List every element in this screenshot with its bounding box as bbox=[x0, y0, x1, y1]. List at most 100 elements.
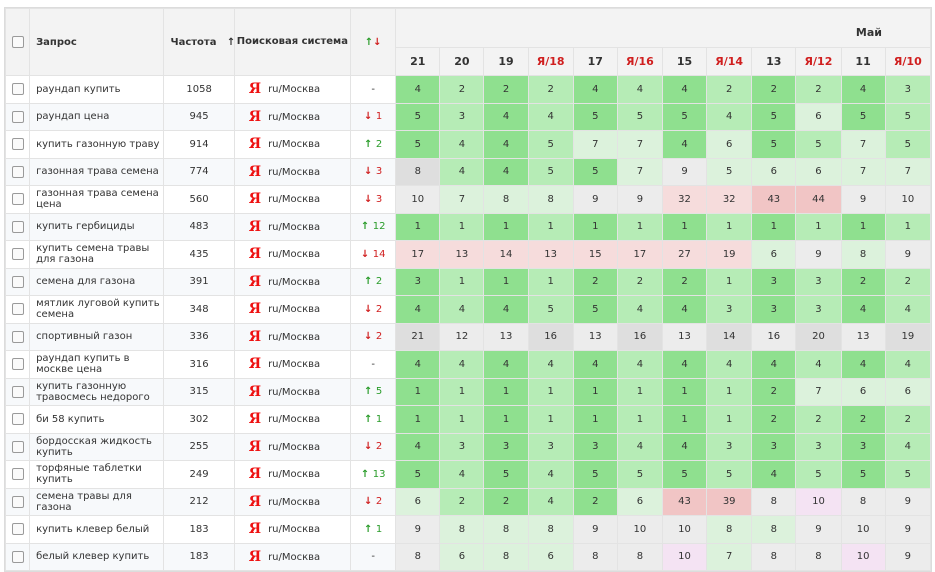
position-cell[interactable]: 7 bbox=[840, 130, 886, 159]
position-cell[interactable]: 2 bbox=[884, 267, 932, 296]
position-cell[interactable]: 1 bbox=[483, 377, 529, 406]
position-cell[interactable]: 7 bbox=[706, 542, 753, 571]
position-cell[interactable]: 9 bbox=[795, 240, 842, 269]
position-cell[interactable]: 5 bbox=[527, 295, 574, 324]
position-cell[interactable]: 1 bbox=[572, 377, 618, 406]
checkbox-icon[interactable] bbox=[11, 413, 24, 426]
position-cell[interactable]: 5 bbox=[527, 130, 574, 159]
checkbox-icon[interactable] bbox=[11, 468, 24, 481]
position-cell[interactable]: 8 bbox=[795, 542, 842, 571]
position-cell[interactable]: 10 bbox=[395, 185, 441, 214]
position-cell[interactable]: 4 bbox=[527, 102, 574, 131]
row-checkbox[interactable] bbox=[4, 75, 31, 104]
position-cell[interactable]: 21 bbox=[395, 322, 441, 351]
position-cell[interactable]: 5 bbox=[706, 460, 753, 489]
position-cell[interactable]: 6 bbox=[840, 377, 886, 406]
position-cell[interactable]: 9 bbox=[572, 515, 618, 544]
position-cell[interactable]: 4 bbox=[527, 350, 574, 379]
position-cell[interactable]: 4 bbox=[661, 350, 708, 379]
position-cell[interactable]: 1 bbox=[395, 405, 441, 434]
query-cell[interactable]: газонная трава семена цена bbox=[29, 185, 165, 214]
position-cell[interactable]: 8 bbox=[751, 515, 797, 544]
position-cell[interactable]: 4 bbox=[661, 75, 708, 104]
position-cell[interactable]: 4 bbox=[439, 157, 485, 186]
position-cell[interactable]: 19 bbox=[706, 240, 753, 269]
position-cell[interactable]: 2 bbox=[572, 487, 618, 516]
position-cell[interactable]: 1 bbox=[439, 405, 485, 434]
checkbox-icon[interactable] bbox=[11, 303, 24, 316]
query-cell[interactable]: газонная трава семена bbox=[29, 157, 165, 186]
position-cell[interactable]: 4 bbox=[706, 350, 753, 379]
position-cell[interactable]: 4 bbox=[395, 295, 441, 324]
position-cell[interactable]: 2 bbox=[751, 377, 797, 406]
position-cell[interactable]: 32 bbox=[661, 185, 708, 214]
checkbox-icon[interactable] bbox=[11, 495, 24, 508]
position-cell[interactable]: 1 bbox=[616, 377, 663, 406]
date-column-header[interactable]: 21 bbox=[395, 47, 441, 76]
position-cell[interactable]: 4 bbox=[483, 157, 529, 186]
position-cell[interactable]: 8 bbox=[616, 542, 663, 571]
position-cell[interactable]: 14 bbox=[483, 240, 529, 269]
date-column-header[interactable]: 20 bbox=[439, 47, 485, 76]
position-cell[interactable]: 5 bbox=[572, 102, 618, 131]
position-cell[interactable]: 10 bbox=[795, 487, 842, 516]
position-cell[interactable]: 9 bbox=[884, 240, 932, 269]
position-cell[interactable]: 7 bbox=[884, 157, 932, 186]
position-cell[interactable]: 5 bbox=[884, 130, 932, 159]
row-checkbox[interactable] bbox=[4, 102, 31, 131]
checkbox-icon[interactable] bbox=[11, 275, 24, 288]
position-cell[interactable]: 6 bbox=[527, 542, 574, 571]
row-checkbox[interactable] bbox=[4, 185, 31, 214]
position-cell[interactable]: 27 bbox=[661, 240, 708, 269]
position-cell[interactable]: 1 bbox=[527, 377, 574, 406]
position-cell[interactable]: 1 bbox=[616, 405, 663, 434]
position-cell[interactable]: 5 bbox=[572, 295, 618, 324]
position-cell[interactable]: 9 bbox=[795, 515, 842, 544]
position-cell[interactable]: 4 bbox=[483, 102, 529, 131]
position-cell[interactable]: 5 bbox=[706, 157, 753, 186]
position-cell[interactable]: 17 bbox=[395, 240, 441, 269]
position-cell[interactable]: 3 bbox=[706, 295, 753, 324]
position-cell[interactable]: 1 bbox=[795, 212, 842, 241]
position-cell[interactable]: 4 bbox=[706, 102, 753, 131]
position-cell[interactable]: 9 bbox=[840, 185, 886, 214]
position-cell[interactable]: 2 bbox=[616, 267, 663, 296]
position-cell[interactable]: 4 bbox=[884, 432, 932, 461]
position-cell[interactable]: 2 bbox=[751, 75, 797, 104]
position-cell[interactable]: 39 bbox=[706, 487, 753, 516]
position-cell[interactable]: 3 bbox=[795, 432, 842, 461]
query-cell[interactable]: семена травы для газона bbox=[29, 487, 165, 516]
position-cell[interactable]: 3 bbox=[751, 432, 797, 461]
query-cell[interactable]: семена для газона bbox=[29, 267, 165, 296]
position-cell[interactable]: 3 bbox=[706, 432, 753, 461]
row-checkbox[interactable] bbox=[4, 157, 31, 186]
position-cell[interactable]: 5 bbox=[395, 102, 441, 131]
position-cell[interactable]: 10 bbox=[661, 542, 708, 571]
position-cell[interactable]: 6 bbox=[795, 157, 842, 186]
position-cell[interactable]: 1 bbox=[706, 377, 753, 406]
position-cell[interactable]: 4 bbox=[395, 75, 441, 104]
query-cell[interactable]: спортивный газон bbox=[29, 322, 165, 351]
position-cell[interactable]: 9 bbox=[884, 487, 932, 516]
position-cell[interactable]: 1 bbox=[751, 212, 797, 241]
checkbox-icon[interactable] bbox=[11, 165, 24, 178]
checkbox-icon[interactable] bbox=[11, 550, 24, 563]
position-cell[interactable]: 5 bbox=[884, 460, 932, 489]
position-cell[interactable]: 7 bbox=[840, 157, 886, 186]
position-cell[interactable]: 4 bbox=[795, 350, 842, 379]
position-cell[interactable]: 14 bbox=[706, 322, 753, 351]
position-cell[interactable]: 8 bbox=[395, 157, 441, 186]
position-cell[interactable]: 1 bbox=[840, 212, 886, 241]
date-column-header[interactable]: 17 bbox=[572, 47, 618, 76]
position-cell[interactable]: 9 bbox=[616, 185, 663, 214]
position-cell[interactable]: 5 bbox=[395, 460, 441, 489]
row-checkbox[interactable] bbox=[4, 460, 31, 489]
position-cell[interactable]: 4 bbox=[616, 295, 663, 324]
position-cell[interactable]: 4 bbox=[616, 75, 663, 104]
